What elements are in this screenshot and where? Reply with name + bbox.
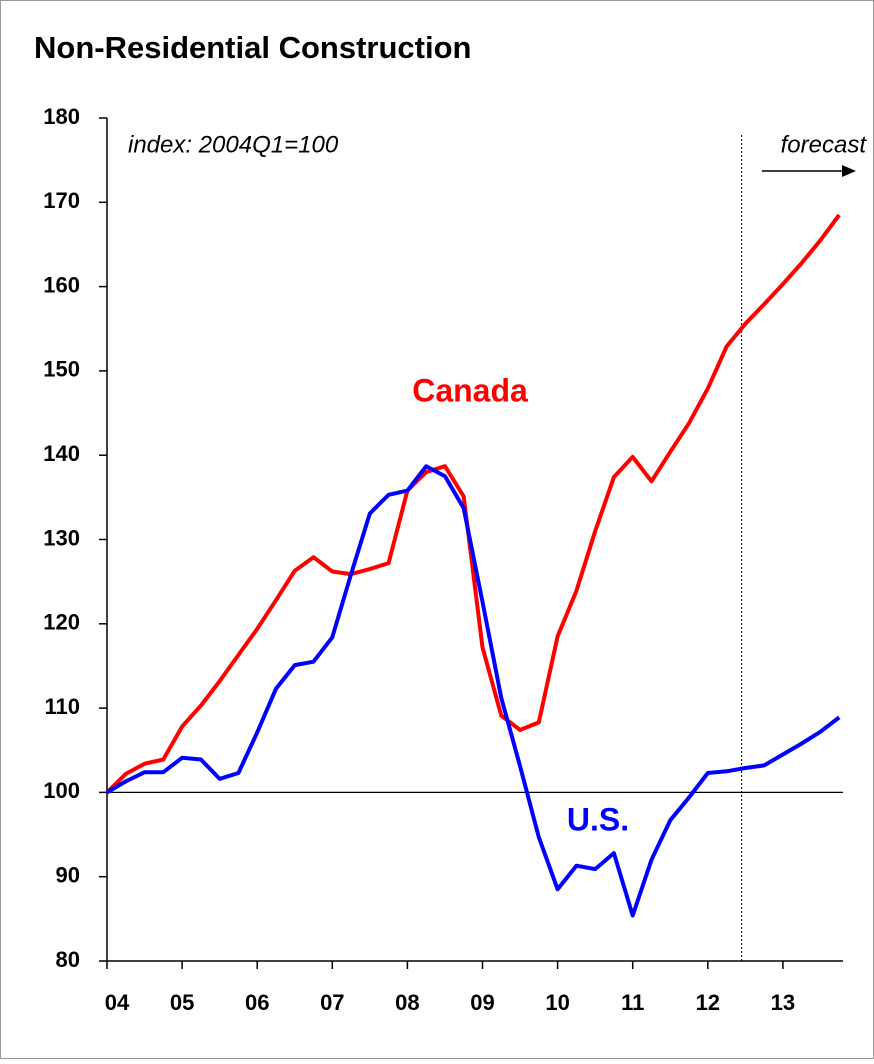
- series-label: U.S.: [567, 801, 629, 837]
- x-tick-label: 12: [696, 990, 720, 1015]
- y-tick-label: 90: [56, 863, 80, 888]
- x-tick-label: 11: [621, 990, 644, 1015]
- x-tick-label: 07: [320, 990, 344, 1015]
- x-tick-label: 10: [545, 990, 569, 1015]
- x-tick-label: 13: [771, 990, 795, 1015]
- x-tick-label: 05: [170, 990, 194, 1015]
- y-tick-label: 130: [43, 525, 80, 550]
- y-tick-label: 100: [43, 778, 80, 803]
- series-line: [105, 464, 841, 918]
- y-tick-label: 170: [43, 188, 80, 213]
- x-tick-label: 08: [395, 990, 419, 1015]
- y-tick-label: 140: [43, 441, 80, 466]
- x-tick-label: 09: [470, 990, 494, 1015]
- y-tick-label: 180: [43, 104, 80, 129]
- x-tick-label: 06: [245, 990, 269, 1015]
- y-tick-label: 110: [45, 694, 81, 719]
- chart-title: Non-Residential Construction: [34, 30, 471, 65]
- y-tick-label: 80: [56, 947, 80, 972]
- series-line: [105, 213, 841, 794]
- forecast-arrowhead: [842, 165, 856, 177]
- subtitle: index: 2004Q1=100: [128, 131, 339, 158]
- forecast-label: forecast: [781, 131, 868, 158]
- x-tick-label: 04: [105, 990, 130, 1015]
- y-tick-label: 150: [43, 357, 80, 382]
- y-tick-label: 120: [43, 610, 80, 635]
- series-label: Canada: [412, 372, 528, 408]
- y-tick-label: 160: [43, 272, 80, 297]
